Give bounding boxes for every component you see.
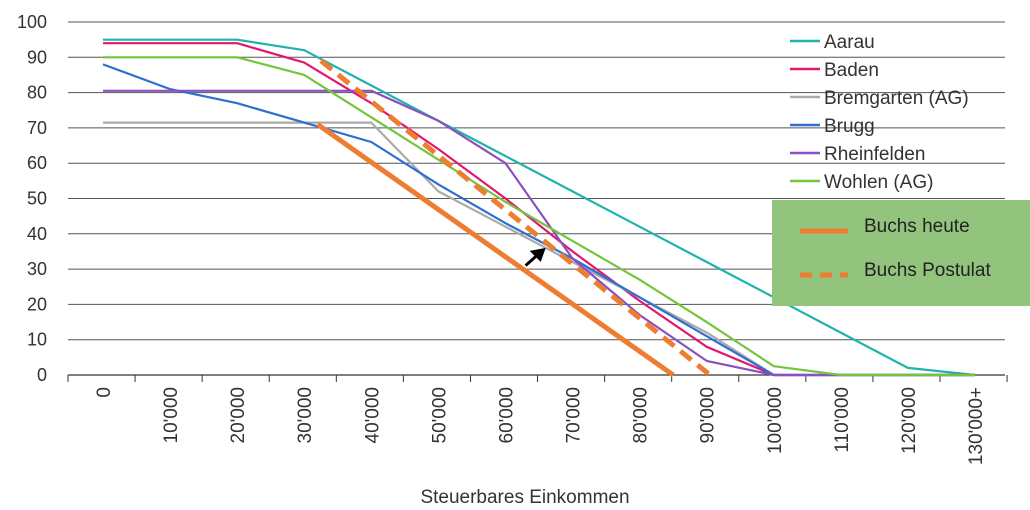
legend-label: Baden — [824, 60, 879, 81]
x-tick-label: 40'000 — [362, 387, 383, 443]
x-tick-label: 80'000 — [631, 387, 652, 443]
series-line-1 — [103, 42, 975, 377]
x-tick-label: 100'000 — [765, 387, 786, 454]
x-tick-label: 20'000 — [228, 387, 249, 443]
y-tick-label: 20 — [27, 294, 47, 314]
x-tick-label: 120'000 — [899, 387, 920, 454]
x-tick-label: 50'000 — [429, 387, 450, 443]
legend-label: Aarau — [824, 32, 875, 53]
y-tick-label: 30 — [27, 259, 47, 279]
buchs-legend-box — [772, 200, 1030, 306]
x-tick-label: 90'000 — [698, 387, 719, 443]
buchs-legend: Buchs heute Buchs Postulat — [772, 200, 1030, 306]
y-tick-label: 40 — [27, 224, 47, 244]
x-tick-label: 70'000 — [564, 387, 585, 443]
legend-label: Bremgarten (AG) — [824, 88, 969, 109]
y-tick-label: 10 — [27, 330, 47, 350]
y-tick-label: 70 — [27, 118, 47, 138]
legend-label: Rheinfelden — [824, 144, 925, 165]
x-tick-label: 10'000 — [161, 387, 182, 443]
y-tick-label: 90 — [27, 47, 47, 67]
buchs-line-dashed — [319, 58, 712, 377]
buchs-legend-label: Buchs heute — [864, 216, 970, 237]
arrow-annotation — [524, 247, 546, 267]
series-line-4 — [103, 89, 975, 377]
series-line-3 — [102, 63, 975, 377]
y-tick-label: 60 — [27, 153, 47, 173]
x-axis-label: Steuerbares Einkommen — [420, 487, 629, 508]
y-tick-label: 80 — [27, 83, 47, 103]
series-line-0 — [103, 38, 976, 377]
x-tick-label: 110'000 — [832, 387, 853, 453]
series-line-5 — [103, 56, 975, 377]
buchs-overlay-lines — [316, 58, 712, 378]
buchs-line-solid — [316, 122, 675, 378]
series-lines — [102, 38, 976, 377]
legend-label: Wohlen (AG) — [824, 172, 933, 193]
y-axis-ticks: 0 10 20 30 40 50 60 70 80 90 100 — [17, 12, 47, 385]
x-tick-label: 30'000 — [295, 387, 316, 443]
x-tick-label: 130'000+ — [966, 387, 987, 465]
buchs-legend-label: Buchs Postulat — [864, 260, 991, 281]
y-tick-label: 0 — [37, 365, 47, 385]
x-tick-label: 0 — [94, 387, 115, 398]
arrow-head — [529, 247, 546, 262]
x-axis-ticks: 0 10'000 20'000 30'000 40'000 50'000 60'000 70'… — [94, 387, 987, 465]
y-tick-label: 100 — [17, 12, 47, 32]
y-tick-label: 50 — [27, 189, 47, 209]
legend-label: Brugg — [824, 116, 875, 137]
legend: Aarau Baden Bremgarten (AG) Brugg Rheinfelde… — [790, 32, 969, 193]
x-tick-label: 60'000 — [496, 387, 517, 443]
gridlines — [68, 21, 1005, 341]
